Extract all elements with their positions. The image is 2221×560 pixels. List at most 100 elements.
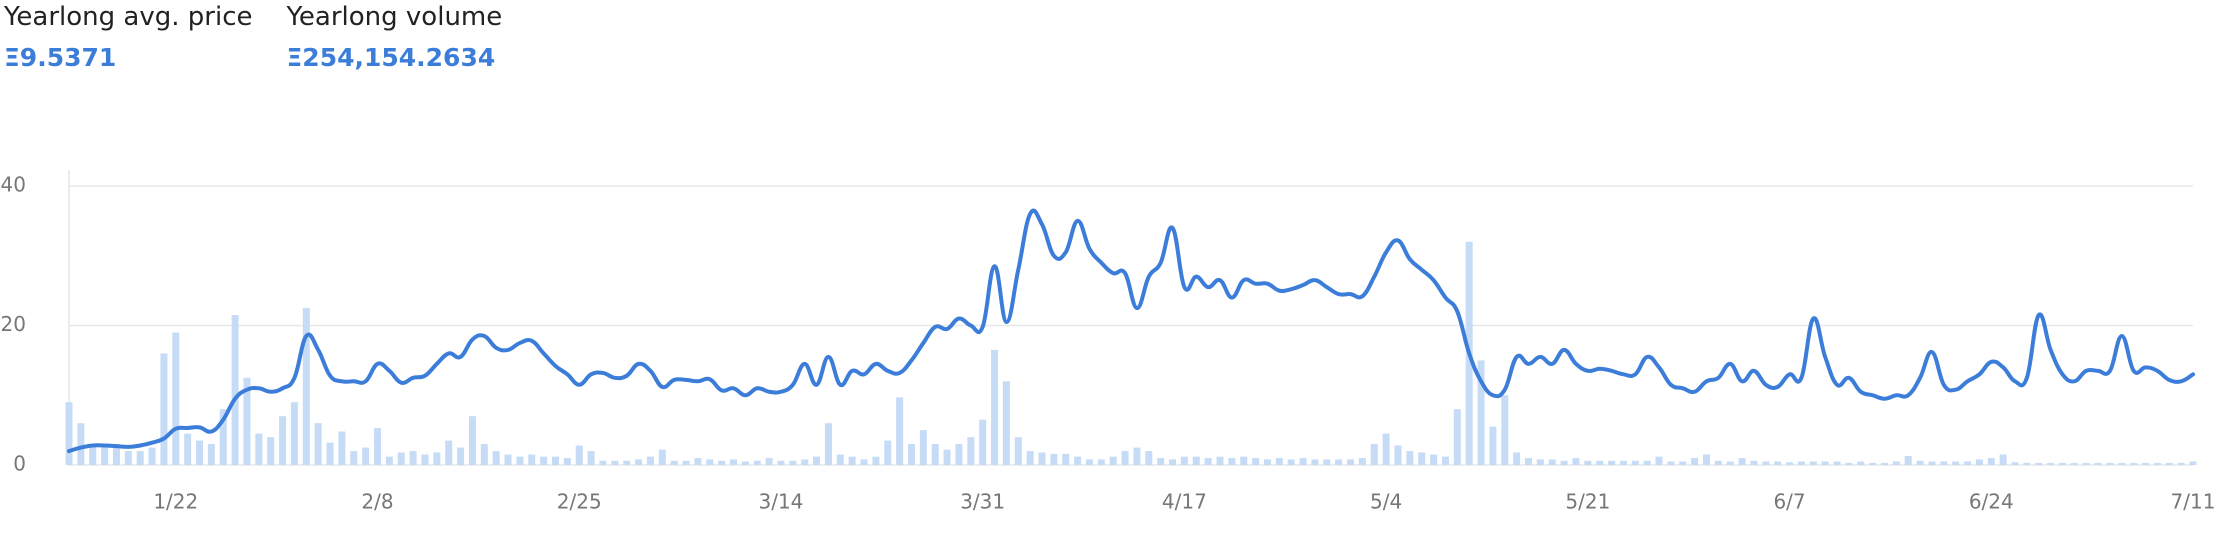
volume-bar <box>1750 460 1758 465</box>
volume-bar <box>326 442 334 465</box>
y-tick-label: 40 <box>1 173 26 197</box>
volume-bar <box>1857 461 1865 465</box>
x-tick-label: 6/24 <box>1969 490 2014 514</box>
volume-bar <box>1525 458 1533 465</box>
volume-bar <box>563 458 571 465</box>
volume-bar <box>682 460 690 465</box>
volume-bar <box>1477 360 1485 465</box>
volume-bar <box>397 452 405 465</box>
volume-bar <box>1014 437 1022 465</box>
volume-bar <box>1299 458 1307 465</box>
volume-bar <box>896 397 904 465</box>
volume-bar <box>872 456 880 465</box>
volume-bar <box>801 459 809 465</box>
volume-bar <box>243 377 251 465</box>
volume-bar <box>445 440 453 465</box>
volume-bar <box>255 433 263 465</box>
volume-bar <box>267 437 275 465</box>
volume-bar <box>1975 459 1983 465</box>
volume-bar <box>824 423 832 465</box>
volume-bar <box>1880 462 1888 465</box>
volume-bar <box>2035 462 2043 465</box>
volume-bar <box>1050 453 1058 465</box>
volume-bar <box>1085 459 1093 465</box>
volume-bar <box>1311 459 1319 465</box>
volume-bar <box>528 454 536 465</box>
volume-bar <box>1382 433 1390 465</box>
x-tick-label: 5/21 <box>1565 490 1610 514</box>
volume-bar <box>1252 458 1260 465</box>
volume-bar <box>1833 461 1841 465</box>
volume-bar <box>2023 462 2031 465</box>
volume-bar <box>552 456 560 465</box>
volume-bar <box>1655 456 1663 465</box>
volume-bar <box>931 444 939 465</box>
volume-bar <box>2118 462 2126 465</box>
volume-bar <box>765 458 773 465</box>
x-tick-label: 5/4 <box>1370 490 1402 514</box>
volume-bar <box>314 423 322 465</box>
volume-bar <box>1916 460 1924 465</box>
volume-bar <box>623 460 631 465</box>
volume-bar <box>2189 461 2197 465</box>
volume-bar <box>836 454 844 465</box>
volume-bar <box>1240 456 1248 465</box>
volume-bar <box>2011 462 2019 465</box>
volume-bar <box>919 430 927 465</box>
volume-bar <box>1548 459 1556 465</box>
volume-bar <box>611 460 619 465</box>
volume-bar <box>1026 451 1034 465</box>
volume-bar <box>492 451 500 465</box>
volume-bar <box>124 451 132 465</box>
volume-bar <box>1572 458 1580 465</box>
volume-bar <box>1892 461 1900 465</box>
volume-bar <box>1169 459 1177 465</box>
volume-bar <box>516 456 524 465</box>
volume-bar <box>1335 459 1343 465</box>
stat: Yearlong volume Ξ254,154.2634 <box>287 0 503 82</box>
volume-bar <box>2047 462 2055 465</box>
y-tick-label: 20 <box>1 312 26 336</box>
y-tick-label: 0 <box>13 452 26 476</box>
x-tick-label: 3/31 <box>960 490 1005 514</box>
volume-bar <box>1441 456 1449 465</box>
volume-bar <box>2094 462 2102 465</box>
volume-bar <box>2177 462 2185 465</box>
volume-bar <box>1394 445 1402 465</box>
volume-bar <box>279 416 287 465</box>
x-tick-label: 6/7 <box>1773 490 1805 514</box>
volume-bar <box>1738 458 1746 465</box>
volume-bar <box>1584 460 1592 465</box>
volume-bar <box>1228 458 1236 465</box>
volume-bar <box>1216 456 1224 465</box>
volume-bar <box>1192 456 1200 465</box>
x-tick-label: 4/17 <box>1162 490 1207 514</box>
volume-bar <box>350 451 358 465</box>
volume-bar <box>1406 451 1414 465</box>
x-tick-label: 1/22 <box>153 490 198 514</box>
volume-bar <box>1145 451 1153 465</box>
volume-bar <box>1263 459 1271 465</box>
stat-value: Ξ9.5371 <box>4 43 117 72</box>
volume-bar <box>979 419 987 465</box>
volume-bar <box>1323 459 1331 465</box>
volume-bar <box>753 460 761 465</box>
volume-bar <box>385 456 393 465</box>
volume-bar <box>1097 459 1105 465</box>
x-tick-label: 7/11 <box>2171 490 2216 514</box>
volume-bar <box>1726 461 1734 465</box>
volume-bar <box>112 447 120 465</box>
volume-bar <box>1667 461 1675 465</box>
volume-bar <box>741 461 749 465</box>
volume-bar <box>1774 461 1782 465</box>
volume-bar <box>1501 395 1509 465</box>
volume-bar <box>2142 462 2150 465</box>
volume-bar <box>813 456 821 465</box>
volume-bar <box>1999 454 2007 465</box>
volume-bar <box>2130 462 2138 465</box>
volume-bar <box>1619 460 1627 465</box>
volume-bar <box>1964 461 1972 465</box>
volume-bar <box>1940 461 1948 465</box>
volume-bar <box>1536 459 1544 465</box>
